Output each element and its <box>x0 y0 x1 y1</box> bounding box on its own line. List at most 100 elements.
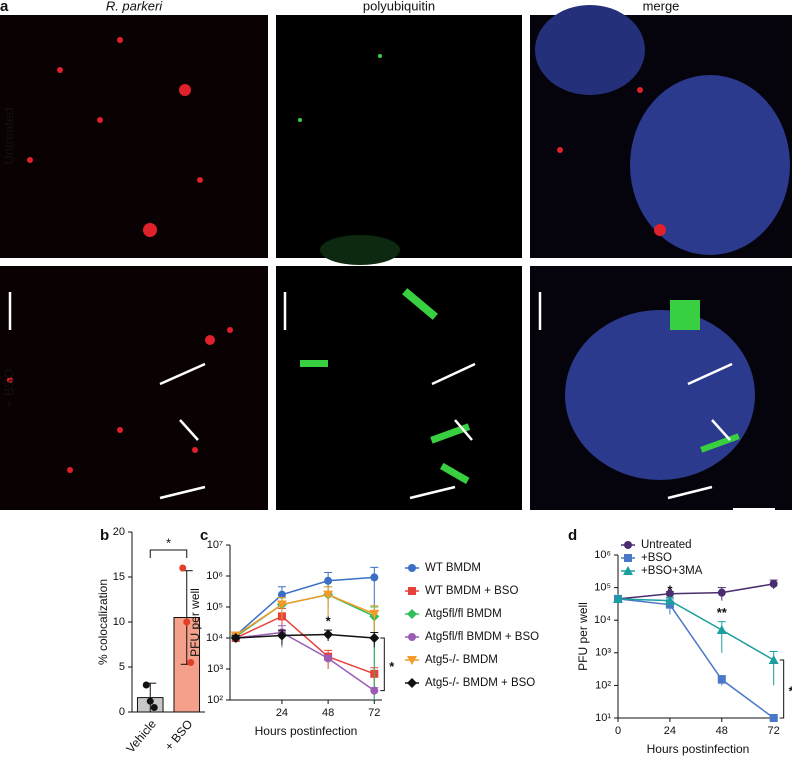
y-tick-label: 0 <box>119 706 125 718</box>
x-tick-label: Vehicle <box>123 717 159 756</box>
y-tick-label: 10⁵ <box>594 582 611 594</box>
significance-label: * <box>667 582 673 597</box>
marker <box>769 579 778 588</box>
y-tick-label: 10 <box>113 616 125 628</box>
y-tick-label: 10⁴ <box>594 614 611 626</box>
image-ub-untreated <box>276 15 522 258</box>
nucleus <box>535 5 645 95</box>
column-header: R. parkeri <box>106 0 163 13</box>
marker <box>407 678 417 688</box>
nucleus <box>565 310 755 480</box>
data-point <box>150 704 158 711</box>
marker <box>717 588 726 597</box>
series-line <box>617 598 775 719</box>
y-tick-label: 10² <box>207 694 223 706</box>
marker <box>613 593 623 603</box>
y-tick-label: 10³ <box>595 647 611 659</box>
y-tick-label: 10² <box>595 679 611 691</box>
marker <box>623 566 633 575</box>
significance-label: * <box>389 659 395 674</box>
legend-label: Untreated <box>641 539 692 551</box>
x-tick-label: 72 <box>768 725 780 737</box>
x-tick-label: 24 <box>664 725 676 737</box>
legend-label: Atg5-/- BMDM + BSO <box>425 677 535 689</box>
significance-label: * <box>166 535 171 550</box>
y-tick-label: 10³ <box>207 663 223 675</box>
y-axis-label: PFU per well <box>188 588 202 657</box>
marker <box>717 675 726 684</box>
x-tick-label: 72 <box>368 707 380 719</box>
series-line <box>617 598 775 661</box>
column-header: polyubiquitin <box>363 0 435 13</box>
nucleus <box>630 75 790 255</box>
data-point <box>179 564 187 572</box>
legend-label: Atg5-/- BMDM <box>425 654 498 666</box>
marker <box>277 590 286 599</box>
data-point <box>183 618 191 626</box>
y-tick-label: 15 <box>113 571 125 583</box>
marker <box>230 633 241 643</box>
y-tick-label: 10⁶ <box>594 549 611 561</box>
legend-label: WT BMDM <box>425 562 481 574</box>
marker <box>665 589 674 598</box>
legend-label: +BSO+3MA <box>641 565 703 577</box>
series-line <box>235 593 375 638</box>
marker <box>324 654 333 663</box>
marker <box>323 590 334 600</box>
series-line <box>617 583 774 600</box>
cytoplasm-stain <box>320 235 400 265</box>
marker <box>323 629 334 640</box>
data-point <box>146 697 154 705</box>
significance-label: ** <box>717 605 728 620</box>
significance-bracket <box>149 549 188 558</box>
significance-label: * <box>326 614 332 629</box>
series-line <box>235 593 375 637</box>
y-tick-label: 10⁵ <box>206 601 223 613</box>
row-label: + BSO <box>1 369 16 408</box>
marker <box>276 600 287 610</box>
y-axis-label: PFU per well <box>576 602 590 671</box>
significance-label: * <box>789 683 792 698</box>
marker <box>369 609 380 619</box>
panel-label: c <box>200 527 208 544</box>
marker <box>370 573 379 582</box>
series-line <box>235 631 375 692</box>
x-tick-label: 48 <box>322 707 334 719</box>
x-tick-label: 0 <box>615 725 621 737</box>
y-tick-label: 10⁴ <box>206 632 223 644</box>
marker <box>408 564 416 572</box>
marker <box>324 576 333 585</box>
series-line <box>235 633 375 639</box>
marker <box>664 595 675 605</box>
micrographs <box>0 5 792 512</box>
series-line <box>235 576 375 637</box>
y-axis-label: % colocalization <box>96 579 110 665</box>
y-tick-label: 5 <box>119 661 125 673</box>
legend-label: +BSO <box>641 552 672 564</box>
series-line <box>235 615 375 675</box>
significance-bracket <box>779 659 785 719</box>
marker <box>624 554 632 562</box>
x-axis-label: Hours postinfection <box>647 742 750 756</box>
arrows <box>8 292 775 512</box>
marker <box>407 656 417 665</box>
marker <box>408 633 416 641</box>
image-ub-bso <box>276 266 522 510</box>
x-tick-label: 24 <box>276 707 288 719</box>
panel-label: d <box>568 527 577 544</box>
x-tick-label: 48 <box>716 725 728 737</box>
image-rparkeri-bso <box>0 266 268 510</box>
y-tick-label: 10⁶ <box>206 570 223 582</box>
y-tick-label: 10¹ <box>595 712 611 724</box>
marker <box>407 609 417 619</box>
data-point <box>187 659 195 666</box>
marker <box>369 633 380 643</box>
significance-bracket <box>380 637 385 692</box>
marker <box>624 541 632 549</box>
marker <box>716 625 727 635</box>
column-header: merge <box>643 0 680 13</box>
x-axis-label: Hours postinfection <box>255 724 358 738</box>
y-tick-label: 10⁷ <box>207 539 223 551</box>
panel-label: b <box>100 527 109 544</box>
